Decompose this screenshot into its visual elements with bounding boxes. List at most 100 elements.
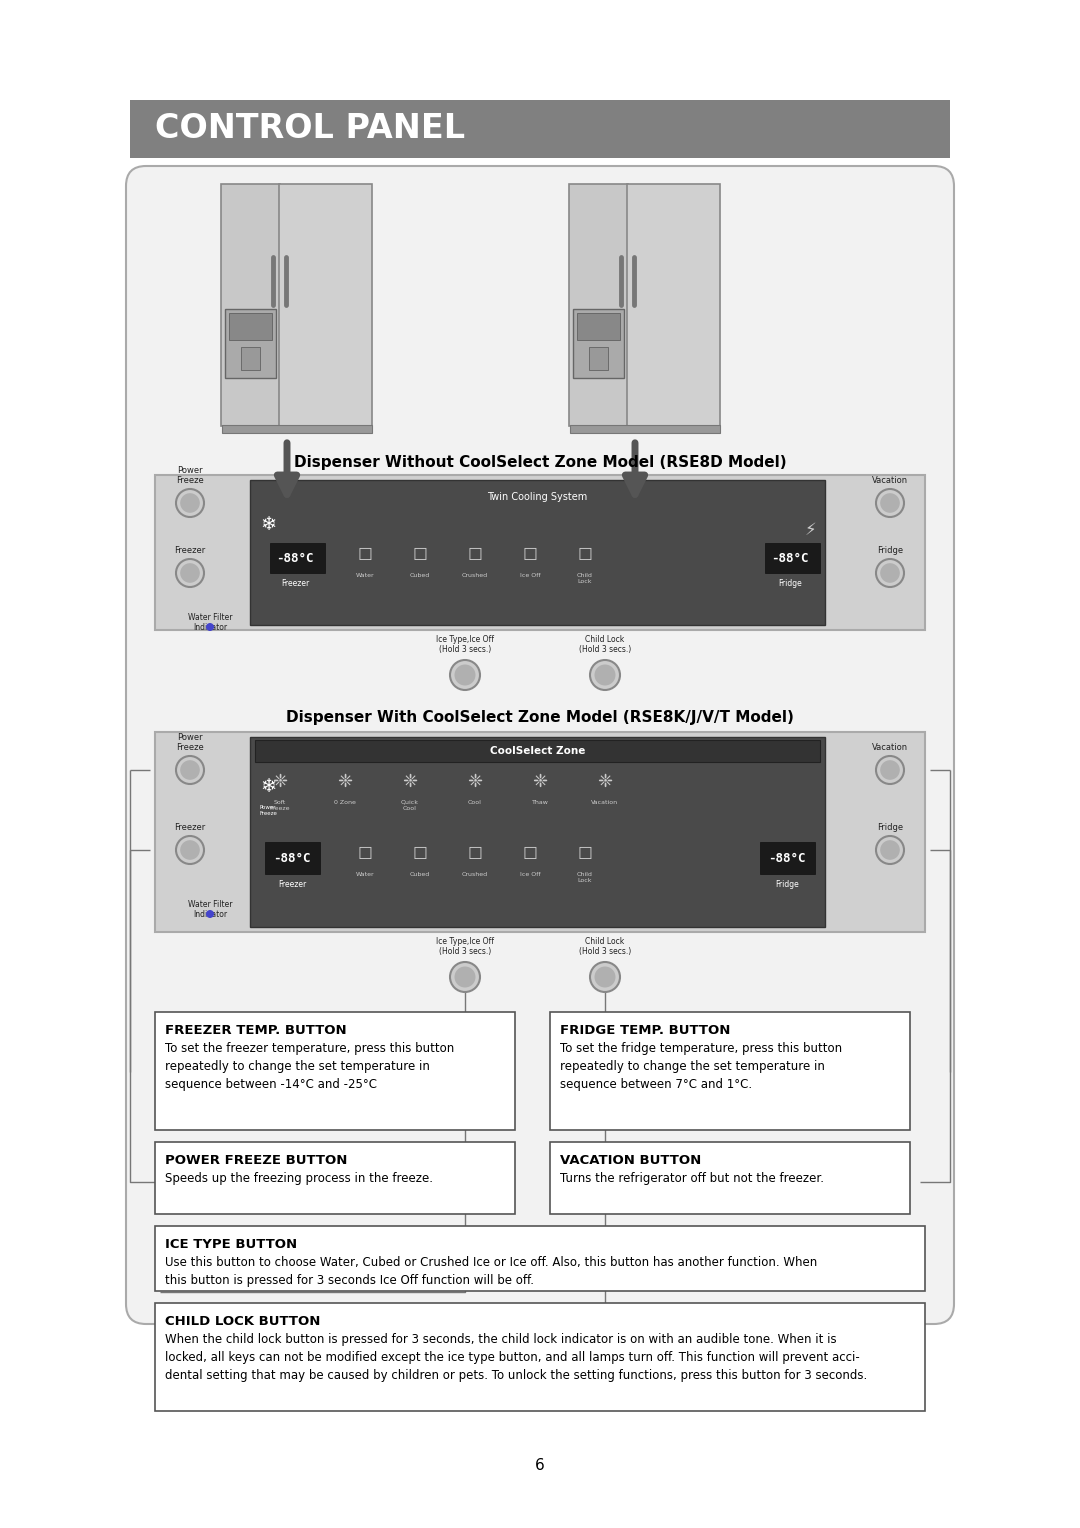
Text: CHILD LOCK BUTTON: CHILD LOCK BUTTON [165,1316,321,1328]
Text: ☐: ☐ [523,545,538,564]
Text: ☐: ☐ [468,545,483,564]
Text: To set the fridge temperature, press this button
repeatedly to change the set te: To set the fridge temperature, press thi… [561,1042,842,1091]
Text: Fridge: Fridge [775,880,799,889]
FancyBboxPatch shape [225,309,276,377]
Text: Crushed: Crushed [462,573,488,578]
Text: Fridge: Fridge [778,579,801,588]
Text: FREEZER TEMP. BUTTON: FREEZER TEMP. BUTTON [165,1024,347,1038]
FancyBboxPatch shape [249,736,825,927]
FancyBboxPatch shape [156,1141,515,1215]
Text: Water Filter
Indicator: Water Filter Indicator [188,900,232,920]
Text: Power
Freeze: Power Freeze [176,732,204,752]
Text: Water Filter
Indicator: Water Filter Indicator [188,613,232,633]
Text: CoolSelect Zone: CoolSelect Zone [490,746,585,756]
Text: FRIDGE TEMP. BUTTON: FRIDGE TEMP. BUTTON [561,1024,730,1038]
Text: POWER FREEZE BUTTON: POWER FREEZE BUTTON [165,1154,348,1167]
Text: Vacation: Vacation [872,477,908,484]
FancyBboxPatch shape [270,542,325,573]
Text: ☐: ☐ [468,845,483,863]
FancyBboxPatch shape [573,309,624,377]
Text: Vacation: Vacation [592,801,619,805]
Text: ❈: ❈ [468,773,483,792]
Text: CONTROL PANEL: CONTROL PANEL [156,113,465,145]
Text: Child
Lock: Child Lock [577,573,593,584]
Text: 6: 6 [535,1458,545,1473]
FancyBboxPatch shape [221,183,280,426]
Text: ⚡: ⚡ [805,521,815,539]
Ellipse shape [570,228,670,406]
Text: ❄: ❄ [260,515,276,535]
Text: Child Lock
(Hold 3 secs.): Child Lock (Hold 3 secs.) [579,937,631,957]
Text: ☐: ☐ [413,545,428,564]
Circle shape [176,559,204,587]
FancyBboxPatch shape [550,1012,910,1131]
Text: When the child lock button is pressed for 3 seconds, the child lock indicator is: When the child lock button is pressed fo… [165,1332,867,1381]
Circle shape [880,564,900,582]
Text: Quick
Cool: Quick Cool [401,801,419,811]
FancyBboxPatch shape [156,475,924,630]
Circle shape [176,836,204,863]
Text: Power
Freeze: Power Freeze [176,466,204,484]
Text: Cubed: Cubed [410,573,430,578]
Text: Thaw: Thaw [531,801,549,805]
FancyBboxPatch shape [627,183,720,426]
Text: Speeds up the freezing process in the freeze.: Speeds up the freezing process in the fr… [165,1172,433,1186]
FancyBboxPatch shape [570,425,720,432]
Text: -88°C: -88°C [273,851,311,865]
FancyBboxPatch shape [156,732,924,932]
Text: ☐: ☐ [523,845,538,863]
Text: 0 Zone: 0 Zone [334,801,356,805]
Text: Freezer: Freezer [281,579,309,588]
Circle shape [455,665,475,686]
Circle shape [206,911,214,918]
Text: ☐: ☐ [413,845,428,863]
Text: ☐: ☐ [578,845,593,863]
FancyBboxPatch shape [265,842,320,874]
FancyBboxPatch shape [130,99,950,157]
Text: Child
Lock: Child Lock [577,872,593,883]
Text: Fridge: Fridge [877,824,903,833]
Text: Cubed: Cubed [410,872,430,877]
FancyBboxPatch shape [229,313,272,339]
FancyBboxPatch shape [156,1012,515,1131]
Text: Dispenser With CoolSelect Zone Model (RSE8K/J/V/T Model): Dispenser With CoolSelect Zone Model (RS… [286,711,794,724]
Text: VACATION BUTTON: VACATION BUTTON [561,1154,701,1167]
Text: Freezer: Freezer [174,824,205,833]
FancyBboxPatch shape [156,1303,924,1410]
Circle shape [880,494,900,513]
Circle shape [880,761,900,779]
Ellipse shape [222,228,322,406]
Text: Ice Type,Ice Off
(Hold 3 secs.): Ice Type,Ice Off (Hold 3 secs.) [436,636,494,654]
FancyBboxPatch shape [569,183,627,426]
Text: ❈: ❈ [532,773,548,792]
Text: Crushed: Crushed [462,872,488,877]
Text: ❈: ❈ [597,773,612,792]
Text: ❈: ❈ [337,773,352,792]
FancyBboxPatch shape [589,347,608,370]
FancyBboxPatch shape [760,842,815,874]
Circle shape [180,761,200,779]
FancyBboxPatch shape [241,347,260,370]
Circle shape [876,559,904,587]
Text: Child Lock
(Hold 3 secs.): Child Lock (Hold 3 secs.) [579,636,631,654]
Text: ❈: ❈ [403,773,418,792]
Circle shape [876,836,904,863]
Text: Freezer: Freezer [278,880,306,889]
Circle shape [876,756,904,784]
Text: Soft
Freeze: Soft Freeze [270,801,291,811]
Text: ☐: ☐ [357,545,373,564]
Circle shape [590,963,620,992]
FancyBboxPatch shape [249,480,825,625]
Text: Turns the refrigerator off but not the freezer.: Turns the refrigerator off but not the f… [561,1172,824,1186]
Text: ❈: ❈ [272,773,287,792]
Text: Twin Cooling System: Twin Cooling System [487,492,588,503]
Circle shape [450,660,480,691]
Text: Vacation: Vacation [872,743,908,752]
FancyBboxPatch shape [765,542,820,573]
Text: ICE TYPE BUTTON: ICE TYPE BUTTON [165,1238,297,1251]
FancyBboxPatch shape [550,1141,910,1215]
Text: To set the freezer temperature, press this button
repeatedly to change the set t: To set the freezer temperature, press th… [165,1042,455,1091]
FancyBboxPatch shape [126,167,954,1323]
Circle shape [594,967,616,987]
Circle shape [176,489,204,516]
